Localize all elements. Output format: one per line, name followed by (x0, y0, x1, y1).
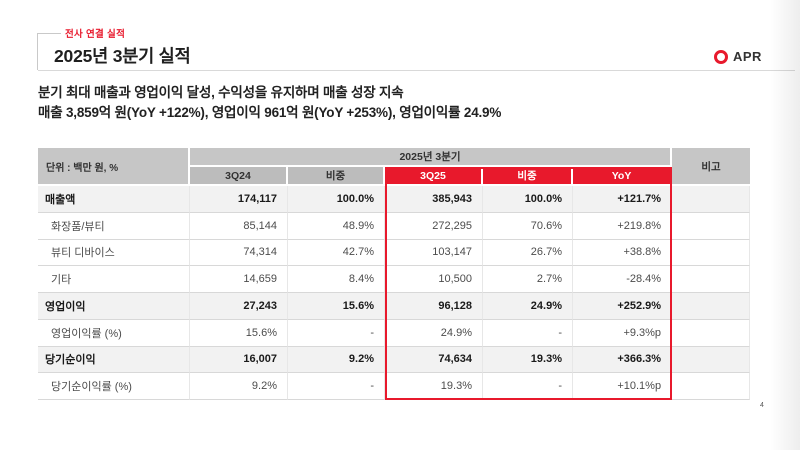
cell-remark (672, 373, 751, 400)
right-edge-shadow (770, 0, 800, 450)
cell-remark (672, 239, 751, 267)
summary-block: 분기 최대 매출과 영업이익 달성, 수익성을 유지하며 매출 성장 지속 매출… (38, 83, 501, 123)
cell-remark (672, 293, 751, 320)
cell-3q25-share: 70.6% (483, 212, 573, 240)
cell-remark (672, 319, 751, 347)
table-row-cosmetics: 화장품/뷰티 85,144 48.9% 272,295 70.6% +219.8… (38, 212, 751, 240)
cell-3q24: 9.2% (190, 373, 288, 400)
cell-3q24-share: 48.9% (288, 212, 385, 240)
row-label: 영업이익 (38, 293, 190, 320)
cell-3q24-share: 42.7% (288, 239, 385, 267)
column-header-share-prev: 비중 (288, 167, 385, 186)
title-bracket-horizontal (37, 33, 61, 34)
column-header-yoy: YoY (573, 167, 673, 186)
cell-3q25-share: - (483, 373, 573, 400)
cell-3q24: 85,144 (190, 212, 288, 240)
cell-remark (672, 186, 751, 213)
cell-3q25-share: 2.7% (483, 266, 573, 293)
cell-remark (672, 346, 751, 374)
cell-3q24: 27,243 (190, 293, 288, 320)
cell-3q24: 16,007 (190, 346, 288, 374)
table-row-net-profit: 당기순이익 16,007 9.2% 74,634 19.3% +366.3% (38, 346, 751, 374)
cell-3q25-share: 26.7% (483, 239, 573, 267)
table-row-beauty-device: 뷰티 디바이스 74,314 42.7% 103,147 26.7% +38.8… (38, 239, 751, 267)
cell-3q24-share: 8.4% (288, 266, 385, 293)
cell-yoy: +9.3%p (573, 319, 673, 347)
row-label: 당기순이익률 (%) (38, 373, 190, 400)
table-header-row-2: 3Q24 비중 3Q25 비중 YoY (38, 167, 750, 186)
cell-yoy: +252.9% (573, 293, 673, 320)
table-remarks-header: 비고 (672, 148, 751, 186)
row-label: 뷰티 디바이스 (38, 239, 190, 267)
cell-3q25-share: - (483, 319, 573, 347)
row-label: 기타 (38, 266, 190, 293)
column-header-share-curr: 비중 (483, 167, 573, 186)
cell-3q24-share: 15.6% (288, 293, 385, 320)
cell-3q25-share: 100.0% (483, 186, 573, 213)
table-period-header: 2025년 3분기 (190, 148, 673, 167)
brand-logo: APR (714, 49, 762, 64)
cell-3q24: 74,314 (190, 239, 288, 267)
cell-3q24-share: 100.0% (288, 186, 385, 213)
column-header-3q25: 3Q25 (385, 167, 483, 186)
cell-3q25: 272,295 (385, 212, 483, 240)
page-title: 2025년 3분기 실적 (54, 46, 191, 66)
cell-yoy: +366.3% (573, 346, 673, 374)
cell-3q24-share: 9.2% (288, 346, 385, 374)
table-row-operating-profit: 영업이익 27,243 15.6% 96,128 24.9% +252.9% (38, 293, 751, 320)
table-row-net-margin: 당기순이익률 (%) 9.2% - 19.3% - +10.1%p (38, 373, 751, 400)
brand-logo-text: APR (733, 49, 762, 64)
table-row-others: 기타 14,659 8.4% 10,500 2.7% -28.4% (38, 266, 751, 293)
cell-3q25: 96,128 (385, 293, 483, 320)
cell-yoy: -28.4% (573, 266, 673, 293)
row-label: 화장품/뷰티 (38, 212, 190, 240)
logo-ring-icon (714, 49, 728, 64)
page-number: 4 (760, 402, 764, 409)
column-header-3q24: 3Q24 (190, 167, 288, 186)
cell-3q25: 74,634 (385, 346, 483, 374)
title-bracket-vertical (37, 33, 38, 70)
cell-3q24-share: - (288, 373, 385, 400)
table-unit-header: 단위 : 백만 원, % (38, 148, 190, 186)
cell-remark (672, 212, 751, 240)
cell-3q25-share: 19.3% (483, 346, 573, 374)
summary-line-2: 매출 3,859억 원(YoY +122%), 영업이익 961억 원(YoY … (38, 105, 502, 120)
cell-remark (672, 266, 751, 293)
cell-3q25: 10,500 (385, 266, 483, 293)
results-table: 단위 : 백만 원, % 2025년 3분기 비고 3Q24 비중 3Q25 비… (38, 148, 751, 400)
cell-3q24: 174,117 (190, 186, 288, 213)
eyebrow-label: 전사 연결 실적 (65, 29, 126, 40)
cell-yoy: +38.8% (573, 239, 673, 267)
table-header-row-1: 단위 : 백만 원, % 2025년 3분기 비고 (38, 148, 751, 186)
table-row-revenue: 매출액 174,117 100.0% 385,943 100.0% +121.7… (38, 186, 751, 213)
cell-3q25: 103,147 (385, 239, 483, 267)
cell-3q25: 385,943 (385, 186, 483, 213)
row-label: 당기순이익 (38, 346, 190, 374)
results-table-wrapper: 단위 : 백만 원, % 2025년 3분기 비고 3Q24 비중 3Q25 비… (38, 148, 751, 400)
cell-3q25: 19.3% (385, 373, 483, 400)
header-divider (38, 70, 795, 71)
cell-3q24: 15.6% (190, 319, 288, 347)
cell-3q25-share: 24.9% (483, 293, 573, 320)
cell-3q24: 14,659 (190, 266, 288, 293)
cell-yoy: +121.7% (573, 186, 673, 213)
summary-line-1: 분기 최대 매출과 영업이익 달성, 수익성을 유지하며 매출 성장 지속 (38, 85, 404, 100)
cell-yoy: +10.1%p (573, 373, 673, 400)
row-label: 영업이익률 (%) (38, 319, 190, 347)
cell-yoy: +219.8% (573, 212, 673, 240)
cell-3q24-share: - (288, 319, 385, 347)
row-label: 매출액 (38, 186, 190, 213)
cell-3q25: 24.9% (385, 319, 483, 347)
table-row-operating-margin: 영업이익률 (%) 15.6% - 24.9% - +9.3%p (38, 319, 751, 347)
